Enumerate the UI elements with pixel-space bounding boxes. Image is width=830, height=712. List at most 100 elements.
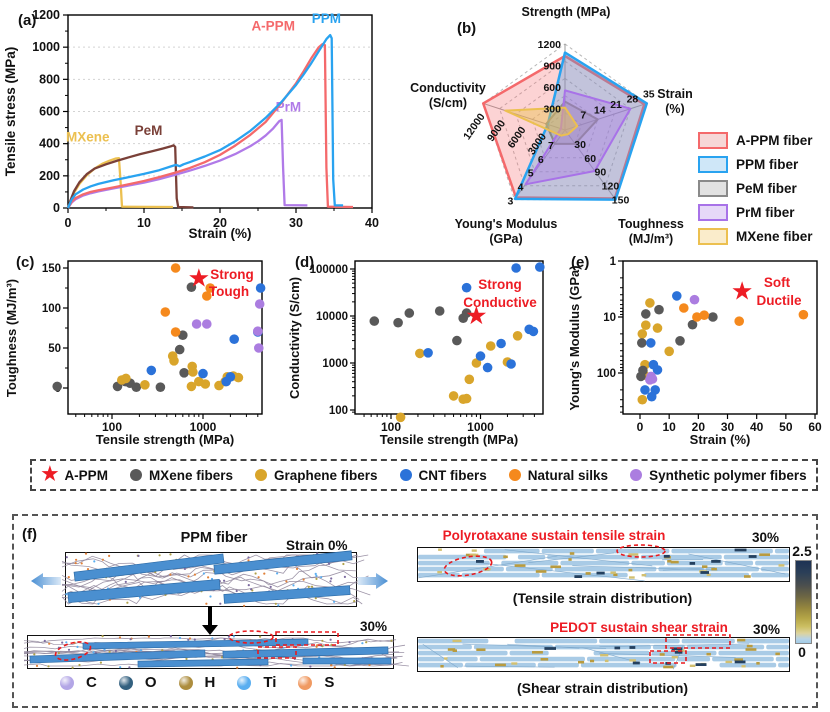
element-symbol: Ti — [263, 674, 277, 691]
radar-prm-fiber — [524, 89, 632, 186]
atom-dot — [67, 648, 71, 651]
atom-dot — [333, 666, 336, 669]
star-marker-icon: ★ — [41, 464, 59, 485]
strain-patch-navy — [695, 663, 707, 666]
svg-text:Tensile strength (MPa): Tensile strength (MPa) — [380, 432, 518, 447]
atom-dot — [193, 573, 196, 576]
atom-dot — [254, 572, 257, 575]
shear-strain-map — [417, 634, 790, 672]
atom-dot — [333, 600, 336, 603]
atom-dot — [92, 651, 95, 654]
svg-text:150: 150 — [42, 263, 61, 275]
svg-text:(S/cm): (S/cm) — [429, 96, 467, 110]
sheet-band — [517, 554, 546, 560]
mxene-sheet — [67, 579, 221, 603]
atom-dot — [236, 666, 239, 669]
svg-text:Young's Modulus: Young's Modulus — [455, 217, 558, 231]
atom-dot — [128, 666, 131, 669]
atom-dot — [67, 576, 70, 579]
svg-text:1000: 1000 — [467, 420, 494, 434]
atom-dot — [290, 664, 293, 667]
legend-swatch — [698, 204, 728, 221]
tensile-strain-map — [417, 544, 790, 582]
atom-dot — [187, 638, 190, 641]
atom-dot — [119, 666, 122, 669]
radar-legend-item-prm-fiber: PrM fiber — [698, 204, 813, 221]
mxene-sheet — [213, 550, 353, 575]
strain-patch-navy — [629, 646, 636, 649]
atom-dot — [365, 641, 368, 644]
legend-label: PeM fiber — [736, 181, 797, 196]
atom-dot — [274, 602, 277, 605]
radar-spoke — [483, 102, 566, 131]
points-synthetic-polymer-fibers — [191, 299, 265, 353]
strain-patch-navy — [574, 575, 583, 578]
strain-patch-gold — [613, 573, 618, 577]
sheet-band — [778, 662, 789, 668]
highlight-ellipse — [228, 630, 274, 644]
strain-patch-gold — [667, 559, 672, 563]
element-symbol: S — [324, 674, 335, 691]
strain-patch-gold — [578, 660, 585, 664]
svg-text:(%): (%) — [665, 102, 684, 116]
atom-dot — [129, 638, 132, 641]
sheet-band — [418, 644, 472, 650]
legend-label: MXene fibers — [148, 467, 233, 483]
atom-dot — [137, 554, 140, 557]
strain-patch-gold — [759, 553, 770, 556]
highlight-rect — [275, 631, 339, 646]
strain-patch-gold — [706, 652, 711, 656]
svg-text:Strong: Strong — [478, 277, 522, 292]
svg-text:Ductile: Ductile — [756, 293, 802, 308]
strain-patch-navy — [671, 647, 683, 651]
strain-patch-gold — [452, 649, 457, 652]
element-item-c: C — [60, 674, 97, 691]
atom-dot — [243, 604, 246, 607]
svg-text:60: 60 — [808, 420, 822, 434]
svg-text:100: 100 — [597, 368, 616, 380]
strain-patch-gold — [503, 555, 508, 559]
svg-text:300: 300 — [543, 104, 561, 116]
atom-dot — [330, 664, 333, 667]
atom-dot — [221, 656, 224, 659]
svg-text:Toughness (MJ/m³): Toughness (MJ/m³) — [4, 279, 19, 397]
points-natural-silks — [679, 303, 809, 326]
highlight-rect — [257, 646, 297, 659]
mxene-sheet — [82, 638, 309, 650]
atom-dot — [315, 645, 318, 648]
svg-text:Toughness: Toughness — [618, 217, 684, 231]
sheet-band — [775, 656, 789, 662]
strain-30-label-shear: 30% — [753, 622, 781, 637]
sheet-band — [418, 560, 490, 566]
atom-dot — [75, 558, 78, 561]
atom-dot — [247, 556, 250, 559]
atom-dot — [124, 580, 127, 583]
svg-text:30: 30 — [574, 139, 586, 151]
atom-dot — [223, 638, 226, 641]
strain-patch-gold — [495, 663, 506, 667]
strain-patch-gold — [447, 648, 456, 651]
sheet-band — [705, 566, 759, 572]
strain-0-label: Strain 0% — [286, 538, 348, 553]
strain-patch-navy — [734, 660, 746, 664]
atom-sphere-icon — [298, 675, 313, 690]
legend-label: Graphene fibers — [273, 467, 378, 483]
atom-dot — [93, 560, 96, 563]
atom-dot — [138, 596, 142, 599]
svg-text:PPM: PPM — [312, 11, 341, 26]
atom-dot — [353, 600, 356, 603]
strain-patch-gold — [568, 558, 572, 561]
legend-swatch — [698, 180, 728, 197]
strain-patch-gold — [628, 568, 633, 572]
svg-text:6: 6 — [538, 154, 544, 166]
legend-swatch — [698, 228, 728, 245]
element-item-h: H — [178, 674, 215, 691]
mxene-sheet — [137, 658, 269, 668]
shear-caption: (Shear strain distribution) — [516, 680, 689, 696]
strain-patch-navy — [663, 554, 670, 558]
svg-text:0: 0 — [53, 201, 60, 215]
atom-dot — [101, 635, 104, 638]
atom-dot — [390, 639, 393, 642]
dot-marker-icon — [630, 469, 643, 481]
legend-label: Natural silks — [527, 467, 609, 483]
